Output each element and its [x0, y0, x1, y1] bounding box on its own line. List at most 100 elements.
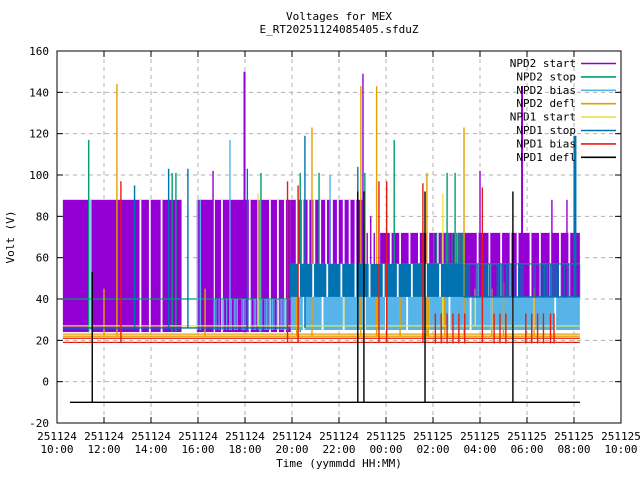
x-tick-label-date: 251124: [225, 430, 265, 443]
band-gap: [348, 199, 351, 264]
band-gap: [298, 263, 300, 297]
legend-label: NPD2 stop: [516, 70, 576, 83]
x-tick-label-time: 06:00: [510, 443, 543, 456]
x-tick-label-time: 16:00: [181, 443, 214, 456]
x-tick-label-time: 12:00: [87, 443, 120, 456]
legend-label: NPD1 start: [510, 111, 576, 124]
band-gap: [321, 296, 324, 330]
band-gap: [313, 199, 316, 264]
legend-entry-npd2-stop: NPD2 stop: [516, 70, 616, 83]
y-tick-label: -20: [29, 417, 49, 430]
x-axis-label: Time (yymmdd HH:MM): [276, 457, 402, 470]
x-tick-label-date: 251124: [84, 430, 124, 443]
legend-entry-npd1-bias: NPD1 bias: [516, 137, 616, 150]
x-tick-label-time: 10:00: [604, 443, 637, 456]
x-tick-label-date: 251124: [37, 430, 77, 443]
x-tick-label-date: 251125: [507, 430, 547, 443]
legend-entry-npd2-start: NPD2 start: [510, 57, 616, 70]
band-gap: [368, 263, 371, 297]
band-gap: [354, 263, 357, 297]
series-layer: [62, 71, 581, 403]
y-axis-label: Volt (V): [4, 211, 17, 264]
band-gap: [221, 199, 223, 333]
band-gap: [302, 296, 305, 330]
band-gap: [439, 263, 441, 297]
band-gap: [469, 296, 472, 330]
band-gap: [301, 199, 304, 264]
series-npd1-defl: [69, 191, 580, 403]
band-gap: [331, 199, 333, 264]
chart-subtitle: E_RT20251124085405.sfduZ: [260, 23, 419, 36]
y-tick-label: 0: [42, 376, 49, 389]
band-gap: [389, 232, 392, 264]
x-tick-label-time: 10:00: [40, 443, 73, 456]
legend-label: NPD2 defl: [516, 97, 576, 110]
x-tick-label-date: 251124: [178, 430, 218, 443]
band-gap: [277, 199, 279, 333]
y-tick-label: 40: [36, 293, 49, 306]
plot-frame: [56, 50, 622, 424]
band-gap: [312, 263, 315, 297]
band-gap: [406, 296, 409, 330]
x-tick-label-date: 251125: [601, 430, 640, 443]
band-gap: [160, 199, 163, 333]
series-npd1-bias: [62, 181, 580, 344]
band-gap: [342, 199, 345, 264]
band-gap: [363, 296, 366, 330]
band-gap: [269, 199, 271, 333]
band-gap: [340, 263, 343, 297]
legend-label: NPD2 start: [510, 57, 576, 70]
band-gap: [385, 296, 387, 330]
x-tick-label-date: 251124: [272, 430, 312, 443]
band-gap: [529, 232, 532, 297]
band-gap: [295, 199, 298, 264]
y-tick-label: 160: [29, 45, 49, 58]
band-gap: [354, 199, 357, 264]
band-gap: [408, 232, 411, 264]
band-gap: [89, 199, 92, 333]
x-tick-label-time: 18:00: [228, 443, 261, 456]
x-tick-label-time: 00:00: [369, 443, 402, 456]
band-gap: [516, 232, 519, 297]
x-tick-label-date: 251125: [366, 430, 406, 443]
legend-label: NPD2 bias: [516, 84, 576, 97]
band-gap: [436, 232, 439, 264]
band-gap: [148, 199, 151, 333]
x-tick-label-date: 251125: [413, 430, 453, 443]
legend-entry-npd2-defl: NPD2 defl: [516, 97, 616, 110]
band-gap: [554, 296, 557, 330]
series-npd1-stop: [62, 135, 581, 333]
band-gap: [396, 263, 399, 297]
chart-title: Voltages for MEX: [286, 10, 392, 23]
legend-entry-npd1-defl: NPD1 defl: [516, 151, 616, 164]
x-tick-label-time: 02:00: [416, 443, 449, 456]
legend-label: NPD1 defl: [516, 151, 576, 164]
x-tick-label-date: 251124: [319, 430, 359, 443]
legend-label: NPD1 stop: [516, 124, 576, 137]
band: [62, 199, 182, 333]
band-gap: [307, 199, 310, 264]
band-gap: [325, 199, 327, 264]
y-tick-label: 140: [29, 86, 49, 99]
band-gap: [213, 199, 215, 333]
legend-label: NPD1 bias: [516, 137, 576, 150]
band-gap: [326, 263, 329, 297]
band-gap: [284, 199, 286, 333]
band-gap: [248, 199, 251, 333]
x-tick-label-date: 251125: [460, 430, 500, 443]
band-gap: [399, 232, 401, 264]
tick-labels: -2002040608010012014016025112410:0025112…: [29, 45, 640, 456]
y-tick-label: 80: [36, 210, 49, 223]
band-gap: [382, 263, 385, 297]
legend-entry-npd2-bias: NPD2 bias: [516, 84, 616, 97]
x-tick-label-time: 20:00: [275, 443, 308, 456]
band-gap: [427, 232, 430, 264]
x-tick-label-time: 14:00: [134, 443, 167, 456]
x-tick-label-time: 08:00: [557, 443, 590, 456]
y-tick-label: 60: [36, 252, 49, 265]
y-tick-label: 100: [29, 169, 49, 182]
x-tick-label-time: 04:00: [463, 443, 496, 456]
